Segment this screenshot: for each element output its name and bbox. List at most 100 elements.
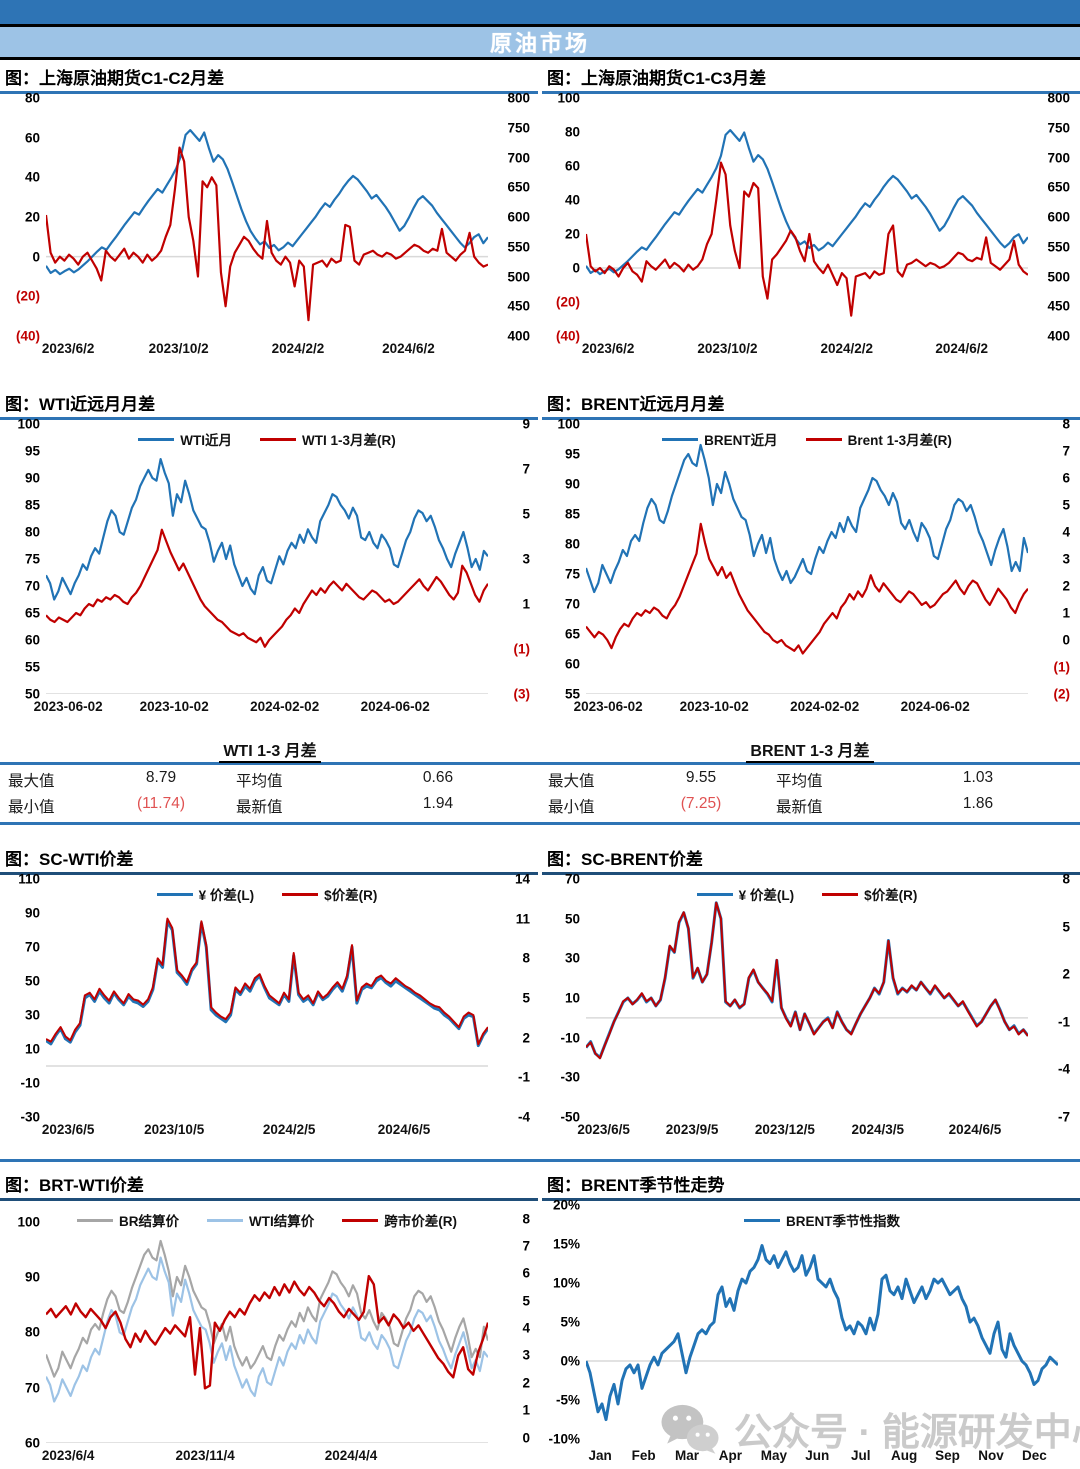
chart-sc-brent-spread: 70 50 30 10 -10 -30 -50 ¥ 价差(L) $价差(R) 2023/6/5… (540, 872, 1080, 1143)
axis-tick: 60 (564, 656, 580, 672)
title-row-2: 图：WTI近远月月差 图：BRENT近远月月差 (0, 386, 1080, 420)
axis-tick: -1 (1057, 1014, 1070, 1030)
axis-tick: -4 (517, 1109, 530, 1125)
axis-tick: 8 (1062, 871, 1070, 887)
axis-tick: (2) (1053, 686, 1071, 702)
axis-tick: 450 (1047, 298, 1070, 314)
x-axis-label: 2024/2/2 (820, 341, 874, 356)
axis-tick: 90 (24, 905, 40, 921)
x-axis-label: 2023/6/5 (577, 1122, 630, 1137)
right-axis: 8 5 2 -1 -4 -7 (1028, 872, 1080, 1125)
axis-tick: 20 (24, 209, 40, 225)
axis-tick: 7 (522, 461, 530, 477)
axis-tick: 7 (1062, 443, 1070, 459)
x-axis-label: 2024/6/5 (948, 1122, 1002, 1137)
right-axis: 8 7 6 5 4 3 2 1 0 (1) (2) (1028, 417, 1080, 702)
axis-tick: 60 (24, 632, 40, 648)
axis-tick: 5 (522, 506, 530, 522)
axis-tick: -5% (555, 1392, 580, 1408)
axis-tick: 50 (24, 686, 40, 702)
x-axis-labels: 2023/6/4 2023/11/4 2024/4/4 (42, 1443, 488, 1469)
chart-title-sc-c1c3: 图：上海原油期货C1-C3月差 (542, 60, 1080, 94)
stat-value: (7.25) (680, 795, 722, 812)
axis-tick: 2 (522, 1375, 530, 1391)
plot-area: ¥ 价差(L) $价差(R) (586, 879, 1028, 1117)
stat-label: 平均值 (776, 773, 823, 790)
title-row-4: 图：BRT-WTI价差 图：BRENT季节性走势 (0, 1167, 1080, 1201)
x-axis-label: 2024/6/2 (935, 341, 988, 356)
stat-value: 1.94 (422, 795, 454, 812)
chart-wti-near-far: 100 95 90 85 80 75 70 65 60 55 50 WTI近月 WTI 1-3月差(R… (0, 417, 540, 720)
series-sc-price (46, 130, 488, 274)
stat-value: 9.55 (685, 769, 717, 786)
axis-tick: 80 (24, 524, 40, 540)
left-axis: 100 80 60 40 20 0 (20) (40) (540, 91, 586, 344)
axis-tick: 0 (1062, 632, 1070, 648)
axis-tick: 400 (1047, 328, 1070, 344)
axis-tick: 9 (522, 416, 530, 432)
axis-tick: -50 (560, 1109, 580, 1125)
axis-tick: (20) (15, 288, 40, 304)
stats-header-label: WTI 1-3 月差 (219, 743, 321, 763)
axis-tick: 65 (24, 605, 40, 621)
axis-tick: 800 (1047, 90, 1070, 106)
axis-tick: 50 (564, 911, 580, 927)
axis-tick: 40 (564, 192, 580, 208)
x-axis-label: 2024/4/4 (324, 1448, 378, 1463)
right-axis: 14 11 8 5 2 -1 -4 (488, 872, 540, 1125)
stats-header-label: BRENT 1-3 月差 (746, 743, 874, 763)
series-brent-front-month (586, 445, 1028, 592)
axis-tick: -10% (548, 1431, 580, 1447)
right-axis: 800 750 700 650 600 550 500 450 400 (488, 91, 540, 344)
x-axis-label: 2024/2/5 (262, 1122, 316, 1137)
x-axis-label: 2023-06-02 (33, 699, 103, 714)
plot-area (46, 98, 488, 336)
series-wti-settle (46, 1258, 488, 1402)
stat-label: 最大值 (548, 773, 595, 790)
series-wti-1-3-spread (46, 530, 488, 647)
axis-tick: 60 (564, 158, 580, 174)
axis-tick: 10 (24, 1041, 40, 1057)
axis-tick: 55 (24, 659, 40, 675)
axis-tick: -30 (20, 1109, 40, 1125)
axis-tick: 3 (1062, 551, 1070, 567)
stat-label: 最大值 (8, 773, 55, 790)
axis-tick: 20 (564, 226, 580, 242)
x-axis-label: 2024/3/5 (851, 1122, 904, 1137)
chart-title-wti-spread: 图：WTI近远月月差 (0, 386, 538, 420)
axis-tick: 100 (557, 90, 580, 106)
axis-tick: -30 (560, 1069, 580, 1085)
axis-tick: 800 (507, 90, 530, 106)
axis-tick: -7 (1057, 1109, 1070, 1125)
axis-tick: 10 (564, 990, 580, 1006)
axis-tick: 80 (24, 1324, 40, 1340)
axis-tick: 80 (564, 124, 580, 140)
axis-tick: 4 (522, 1320, 530, 1336)
axis-tick: 30 (24, 1007, 40, 1023)
x-axis-label: Jul (850, 1448, 871, 1463)
axis-tick: 600 (1047, 209, 1070, 225)
axis-tick: 2 (1062, 578, 1070, 594)
chart-shanghai-c1c3: 100 80 60 40 20 0 (20) (40) 2023/6/2 2023/10/2 20… (540, 91, 1080, 362)
axis-tick: 0 (32, 249, 40, 265)
top-banner-bar (0, 0, 1080, 27)
x-axis-label: Dec (1022, 1448, 1047, 1463)
chart-row-2: 100 95 90 85 80 75 70 65 60 55 50 WTI近月 WTI 1-3月差(R… (0, 417, 1080, 720)
axis-tick: 5% (560, 1314, 580, 1330)
axis-tick: 5 (1062, 497, 1070, 513)
stat-value: 1.86 (962, 795, 994, 812)
axis-tick: 75 (24, 551, 40, 567)
chart-title-brt-wti: 图：BRT-WTI价差 (0, 1167, 538, 1201)
stats-body: 最大值 8.79 平均值 0.66 最小值 (11.74) 最新值 1.94 最大值 9.55 平… (0, 762, 1080, 825)
section-header: 原油市场 (0, 27, 1080, 60)
axis-tick: 60 (24, 1435, 40, 1451)
axis-tick: 75 (564, 566, 580, 582)
x-axis-label: Jun (805, 1448, 830, 1463)
axis-tick: 600 (507, 209, 530, 225)
axis-tick: 100 (557, 416, 580, 432)
series-yuan-spread (586, 903, 1028, 1058)
axis-tick: 5 (522, 990, 530, 1006)
title-row-1: 图：上海原油期货C1-C2月差 图：上海原油期货C1-C3月差 (0, 60, 1080, 94)
axis-tick: (20) (555, 294, 580, 310)
axis-tick: 3 (522, 1347, 530, 1363)
